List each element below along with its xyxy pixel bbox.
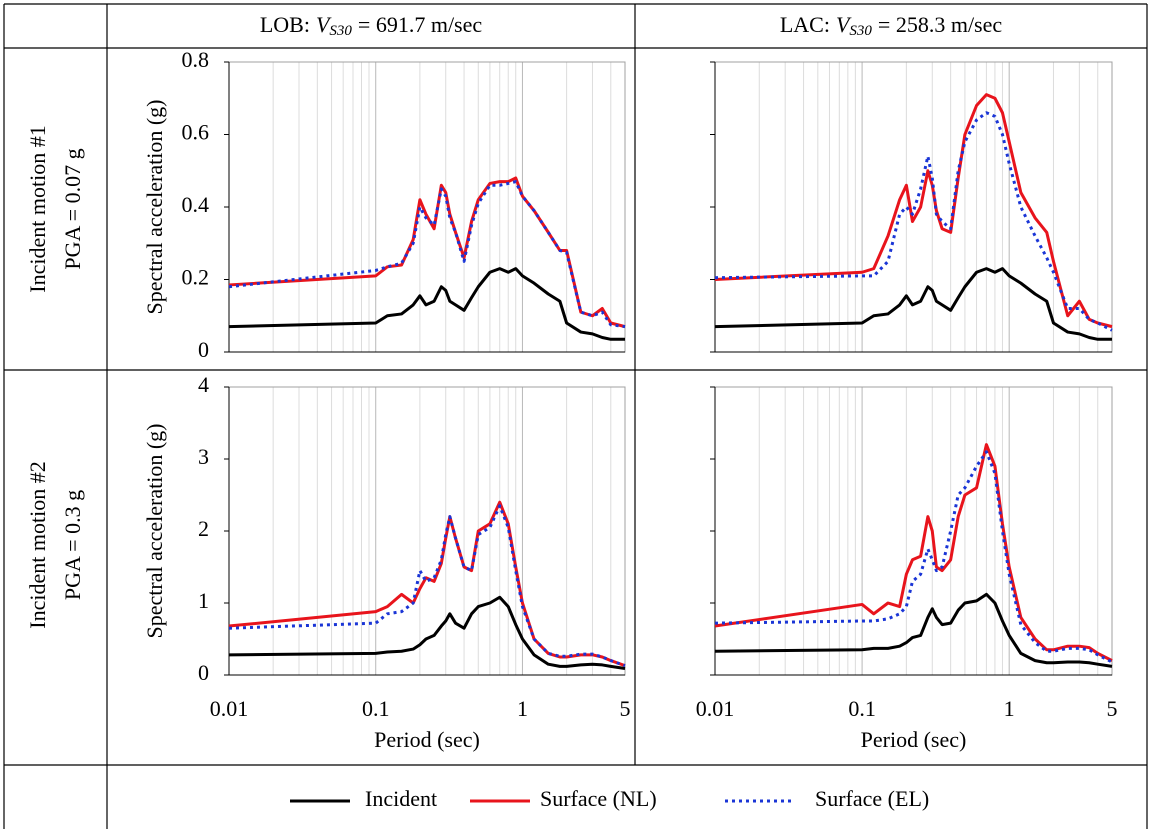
legend-label: Surface (NL) [540,786,657,811]
y-tick-label: 3 [198,444,209,469]
y-tick-label: 0.8 [182,47,210,72]
plot-frame [228,386,626,676]
series-line [714,111,1113,332]
symbol: V [316,12,332,37]
x-axis-label: Period (sec) [374,727,480,752]
row-label: PGA = 0.3 g [60,490,85,600]
series-line [714,267,1112,341]
site: LAC: [780,12,830,37]
x-tick-label: 1 [517,696,528,721]
subscript: S30 [849,23,872,39]
series-line [228,267,625,341]
column-header: LOB: VS30 = 691.7 m/sec [260,12,483,39]
series-line [714,443,1113,662]
column-header: LAC: VS30 = 258.3 m/sec [780,12,1003,39]
value: = 691.7 m/sec [358,12,482,37]
x-tick-label: 0.1 [848,696,876,721]
series-line [228,595,626,671]
plot-frame [228,61,626,353]
series-line [228,504,626,668]
x-tick-label: 0.01 [210,696,249,721]
row-label: Incident motion #1 [25,125,50,292]
y-tick-label: 0 [198,337,209,362]
x-tick-label: 5 [1107,696,1118,721]
series-line [228,180,626,329]
subscript: S30 [329,23,352,39]
value: = 258.3 m/sec [878,12,1002,37]
x-tick-label: 5 [620,696,631,721]
row-label: PGA = 0.07 g [60,148,85,269]
table-lines [3,3,1148,829]
plot-frame [714,386,1113,676]
symbol: V [836,12,852,37]
series-line [714,450,1113,664]
series-line [228,500,626,668]
x-tick-label: 1 [1004,696,1015,721]
series-line [714,93,1113,329]
site: LOB: [260,12,310,37]
y-tick-label: 4 [198,372,209,397]
y-tick-label: 2 [198,516,209,541]
series-line [714,592,1113,668]
y-tick-label: 1 [198,588,209,613]
legend-label: Incident [365,786,437,811]
y-tick-label: 0.4 [182,192,210,217]
y-tick-label: 0.6 [182,120,210,145]
x-tick-label: 0.1 [362,696,390,721]
series-line [228,176,626,329]
y-tick-label: 0 [198,660,209,685]
y-axis-label: Spectral acceleration (g) [142,424,167,639]
x-tick-label: 0.01 [696,696,735,721]
y-axis-label: Spectral acceleration (g) [142,100,167,315]
row-label: Incident motion #2 [25,461,50,628]
legend-label: Surface (EL) [815,786,929,811]
y-tick-label: 0.2 [182,265,210,290]
x-axis-label: Period (sec) [861,727,967,752]
